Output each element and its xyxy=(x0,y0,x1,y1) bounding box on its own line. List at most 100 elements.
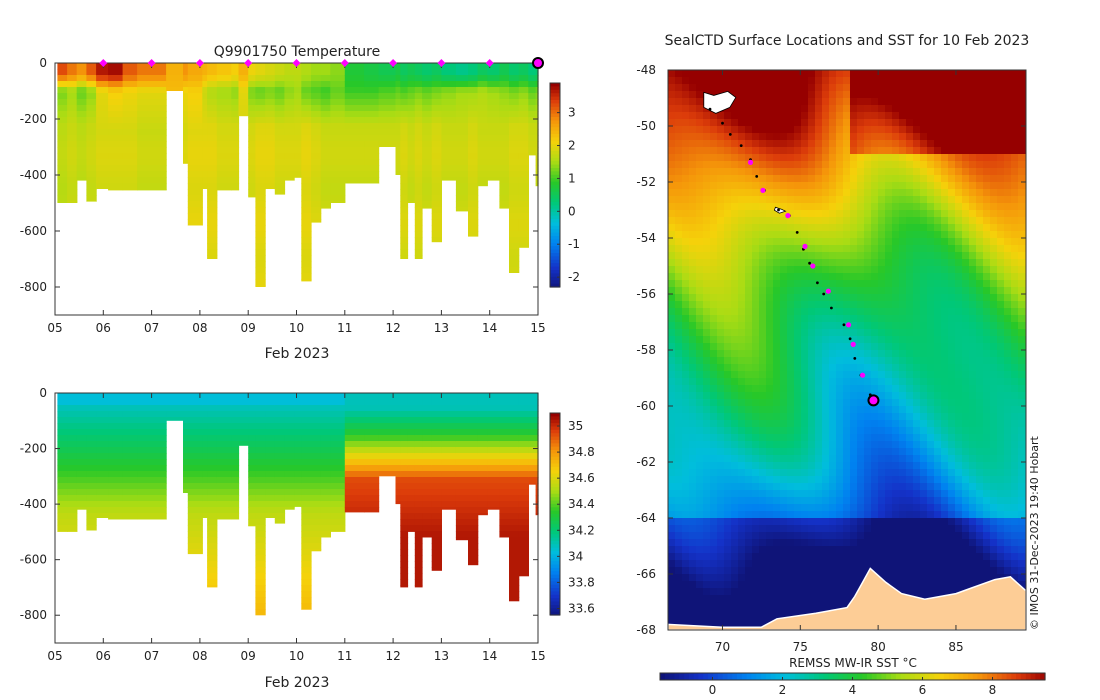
sst-cell xyxy=(997,203,1005,211)
profile-cell xyxy=(344,129,365,136)
sst-cell xyxy=(871,259,879,267)
sst-cell xyxy=(675,91,683,99)
profile-cell xyxy=(528,105,537,112)
profile-cell xyxy=(207,573,218,580)
sst-cell xyxy=(927,98,935,106)
profile-cell xyxy=(509,213,520,220)
sst-cell xyxy=(717,273,725,281)
profile-cell xyxy=(76,81,87,88)
sst-cell xyxy=(990,161,998,169)
sst-cell xyxy=(920,336,928,344)
profile-cell xyxy=(137,435,167,442)
sst-cell xyxy=(689,238,697,246)
profile-cell xyxy=(96,501,109,508)
sst-cell xyxy=(871,147,879,155)
profile-cell xyxy=(509,111,520,118)
sst-cell xyxy=(899,91,907,99)
sst-cell xyxy=(787,252,795,260)
profile-cell xyxy=(57,69,68,76)
sst-cell xyxy=(941,189,949,197)
profile-cell xyxy=(96,81,109,88)
profile-cell xyxy=(294,411,302,418)
profile-cell xyxy=(301,471,312,478)
profile-cell xyxy=(311,117,322,124)
profile-cell xyxy=(255,111,266,118)
profile-cell xyxy=(400,453,409,460)
profile-cell xyxy=(400,531,409,538)
sst-cell xyxy=(955,273,963,281)
sst-cell xyxy=(1018,315,1026,323)
sst-cell xyxy=(976,182,984,190)
sst-cell xyxy=(703,273,711,281)
profile-cell xyxy=(108,159,124,166)
profile-cell xyxy=(455,477,469,484)
sst-cell xyxy=(1004,154,1012,162)
profile-cell xyxy=(108,459,124,466)
profile-cell xyxy=(231,99,240,106)
profile-cell xyxy=(422,189,433,196)
profile-cell xyxy=(108,129,124,136)
sst-cell xyxy=(759,392,767,400)
sst-cell xyxy=(717,322,725,330)
profile-cell xyxy=(509,201,520,208)
sst-cell xyxy=(892,231,900,239)
profile-cell xyxy=(477,393,488,400)
profile-cell xyxy=(122,183,138,190)
profile-cell xyxy=(468,69,479,76)
profile-cell xyxy=(344,399,365,406)
sst-cell xyxy=(745,322,753,330)
profile-cell xyxy=(407,195,416,202)
sst-cell xyxy=(738,133,746,141)
sst-cell xyxy=(780,175,788,183)
profile-cell xyxy=(187,105,203,112)
sst-cell xyxy=(857,182,865,190)
profile-cell xyxy=(407,441,416,448)
sst-cell xyxy=(675,168,683,176)
sst-cell xyxy=(857,301,865,309)
colorbar-segment xyxy=(550,280,560,285)
sst-cell xyxy=(983,294,991,302)
sst-cell xyxy=(724,280,732,288)
colorbar-segment xyxy=(550,503,560,508)
profile-cell xyxy=(509,453,520,460)
profile-cell xyxy=(499,117,510,124)
sst-cell xyxy=(787,147,795,155)
profile-cell xyxy=(284,153,295,160)
sst-cell xyxy=(780,294,788,302)
sst-cell xyxy=(885,168,893,176)
sst-cell xyxy=(815,322,823,330)
sst-cell xyxy=(752,238,760,246)
sst-cell xyxy=(780,133,788,141)
profile-cell xyxy=(344,87,365,94)
sst-cell xyxy=(1004,301,1012,309)
sst-cell xyxy=(794,91,802,99)
profile-cell xyxy=(344,417,365,424)
profile-cell xyxy=(407,465,416,472)
sst-cell xyxy=(682,371,690,379)
sst-cell xyxy=(759,210,767,218)
sst-cell xyxy=(822,294,830,302)
profile-cell xyxy=(255,543,266,550)
sst-cell xyxy=(773,385,781,393)
sst-cell xyxy=(990,210,998,218)
profile-cell xyxy=(207,123,218,130)
sst-cell xyxy=(724,308,732,316)
sst-cell xyxy=(997,189,1005,197)
sst-cell xyxy=(850,238,858,246)
sst-cell xyxy=(850,217,858,225)
profile-cell xyxy=(216,75,232,82)
sst-cell xyxy=(787,98,795,106)
sst-cell xyxy=(920,308,928,316)
profile-cell xyxy=(207,69,218,76)
sst-cell xyxy=(682,119,690,127)
profile-cell xyxy=(407,429,416,436)
profile-cell xyxy=(422,177,433,184)
profile-cell xyxy=(207,519,218,526)
profile-cell xyxy=(468,531,479,538)
sst-cell xyxy=(731,203,739,211)
profile-cell xyxy=(86,129,97,136)
profile-cell xyxy=(284,405,295,412)
colorbar-segment xyxy=(550,450,560,454)
profile-column xyxy=(274,63,286,195)
sst-cell xyxy=(899,231,907,239)
